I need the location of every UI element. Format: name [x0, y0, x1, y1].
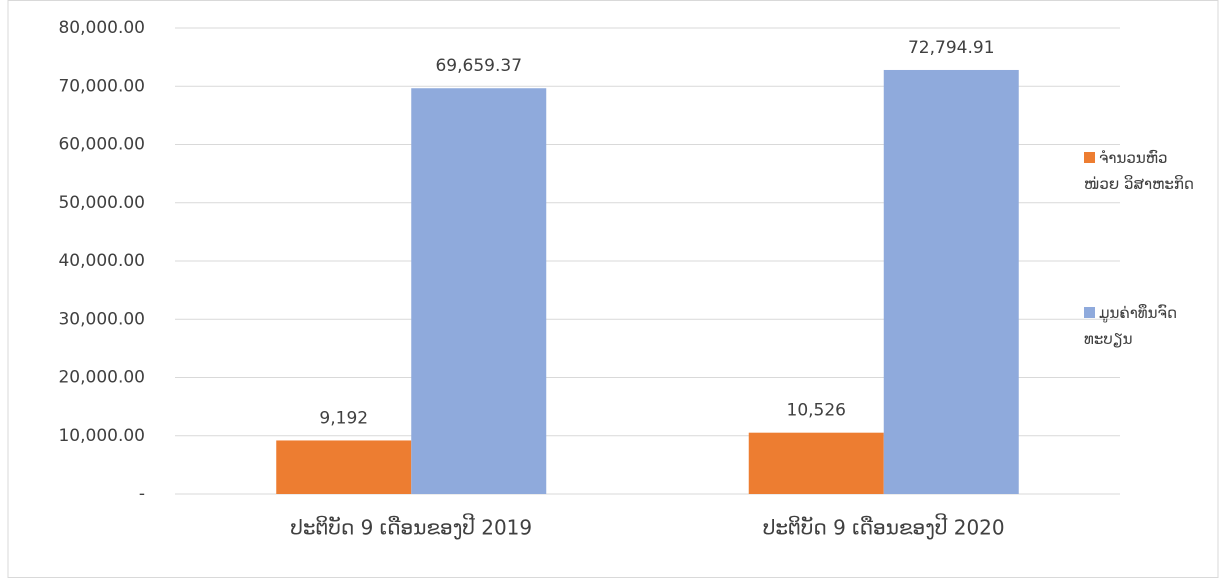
legend-item: ຈຳນວນຫົວ ໜ່ວຍ ວິສາຫະກິດ — [1084, 145, 1204, 197]
x-tick-label: ປະຕິບັດ 9 ເດືອນຂອງປີ 2020 — [763, 513, 1005, 539]
y-tick-label: 50,000.00 — [58, 193, 145, 213]
legend-label: ຈຳນວນຫົວ ໜ່ວຍ ວິສາຫະກິດ — [1084, 149, 1194, 193]
y-tick-label: 60,000.00 — [58, 135, 145, 155]
legend-swatch — [1084, 307, 1095, 318]
value-label: 9,192 — [319, 408, 368, 428]
y-tick-label: 80,000.00 — [58, 18, 145, 38]
y-tick-label: 70,000.00 — [58, 76, 145, 96]
bar — [411, 88, 547, 495]
legend-item: ມູນຄ່າທຶນຈົດ ທະບຽນ — [1084, 300, 1204, 352]
chart-border — [7, 0, 1219, 578]
y-tick-label: 30,000.00 — [58, 309, 145, 329]
y-tick-label: 40,000.00 — [58, 251, 145, 271]
legend-swatch — [1084, 152, 1095, 163]
bar — [883, 69, 1019, 494]
bar — [748, 432, 884, 494]
y-tick-label: - — [139, 484, 145, 504]
value-label: 10,526 — [787, 401, 846, 421]
x-tick-label: ປະຕິບັດ 9 ເດືອນຂອງປີ 2019 — [290, 513, 532, 539]
bar — [276, 440, 412, 494]
value-label: 72,794.91 — [908, 38, 995, 58]
legend-label: ມູນຄ່າທຶນຈົດ ທະບຽນ — [1084, 304, 1177, 348]
y-tick-label: 20,000.00 — [58, 368, 145, 388]
y-tick-label: 10,000.00 — [58, 426, 145, 446]
value-label: 69,659.37 — [435, 56, 522, 76]
